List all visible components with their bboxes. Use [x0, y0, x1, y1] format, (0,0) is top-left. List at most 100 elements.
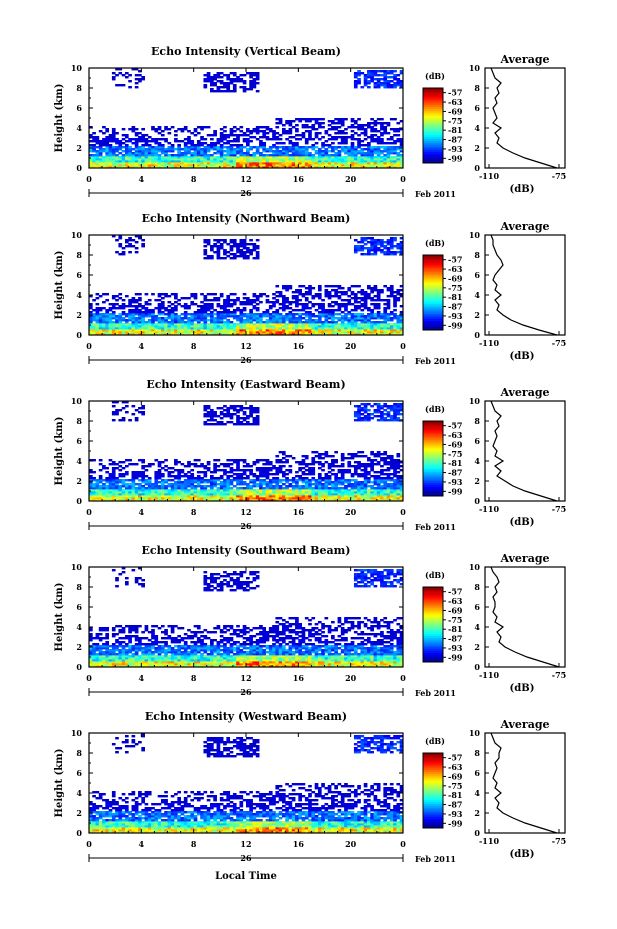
heatmap-cell [288, 166, 293, 169]
heatmap-cell [383, 253, 388, 256]
heatmap-cell [350, 291, 355, 294]
heatmap-cell [376, 239, 381, 242]
heatmap-cell [285, 138, 289, 141]
heatmap-cell [183, 487, 188, 490]
heatmap-cell [278, 485, 283, 488]
heatmap-cell [213, 459, 217, 462]
heatmap-cell [216, 162, 221, 165]
heatmap-cell [288, 479, 293, 482]
heatmap-cell [370, 156, 374, 159]
heatmap-cell [124, 144, 129, 147]
heatmap-cell [236, 255, 240, 258]
heatmap-cell [193, 465, 198, 468]
heatmap-cell [324, 164, 329, 167]
heatmap-cell [268, 467, 273, 470]
heatmap-cell [105, 150, 110, 153]
heatmap-cell [249, 164, 253, 167]
heatmap-cell [285, 477, 289, 480]
heatmap-cell [131, 485, 136, 488]
heatmap-cell [324, 158, 329, 161]
heatmap-cell [115, 166, 119, 169]
colorbar-swatch [423, 133, 443, 136]
heatmap-cell [255, 303, 260, 306]
heatmap-cell [226, 481, 231, 484]
heatmap-cell [121, 156, 126, 159]
heatmap-cell [350, 152, 355, 155]
heatmap-cell [242, 301, 247, 304]
heatmap-cell [236, 469, 240, 472]
heatmap-cell [131, 158, 136, 161]
heatmap-cell [373, 162, 378, 165]
heatmap-cell [232, 239, 237, 242]
heatmap-cell [360, 291, 365, 294]
heatmap-cell [219, 329, 224, 332]
heatmap-cell [311, 463, 316, 466]
heatmap-cell [314, 329, 319, 332]
heatmap-cell [239, 303, 244, 306]
colorbar-tick-label: -81 [448, 292, 462, 302]
heatmap-cell [314, 303, 319, 306]
heatmap-cell [170, 499, 175, 502]
heatmap-cell [259, 295, 263, 298]
heatmap-cell [138, 327, 142, 330]
heatmap-cell [272, 160, 276, 163]
heatmap-cell [373, 84, 378, 87]
heatmap-cell [295, 471, 299, 474]
heatmap-cell [128, 158, 132, 161]
heatmap-cell [268, 325, 273, 328]
heatmap-cell [331, 321, 335, 324]
heatmap-cell [141, 471, 145, 474]
heatmap-cell [177, 303, 181, 306]
heatmap-cell [134, 82, 139, 85]
heatmap-cell [363, 162, 368, 165]
heatmap-cell [278, 465, 283, 468]
heatmap-cell [304, 463, 309, 466]
heatmap-cell [187, 327, 191, 330]
heatmap-cell [373, 74, 378, 77]
heatmap-cell [157, 148, 162, 151]
heatmap-cell [396, 82, 401, 85]
heatmap-cell [210, 245, 214, 248]
heatmap-cell [242, 255, 247, 258]
heatmap-cell [193, 329, 198, 332]
heatmap-cell [200, 323, 204, 326]
heatmap-cell [242, 329, 247, 332]
heatmap-cell [167, 497, 172, 500]
heatmap-cell [102, 331, 106, 334]
heatmap-cell [389, 70, 394, 73]
heatmap-cell [373, 82, 378, 85]
colorbar-swatch [423, 279, 443, 282]
heatmap-cell [138, 138, 142, 141]
heatmap-cell [386, 319, 391, 322]
heatmap-cell [170, 471, 175, 474]
heatmap-cell [275, 315, 280, 318]
heatmap-cell [154, 160, 159, 163]
heatmap-cell [246, 257, 250, 260]
heatmap-cell [389, 158, 394, 161]
heatmap-cell [399, 148, 404, 151]
heatmap-cell [308, 307, 312, 310]
heatmap-cell [200, 463, 204, 466]
heatmap-cell [357, 134, 361, 137]
heatmap-cell [196, 459, 201, 462]
heatmap-cell [308, 289, 312, 292]
heatmap-cell [252, 331, 257, 334]
heatmap-cell [327, 295, 332, 298]
heatmap-cell [324, 285, 329, 288]
heatmap-cell [399, 245, 404, 248]
heatmap-cell [229, 495, 234, 498]
x-tick-label: 8 [191, 341, 197, 351]
heatmap-cell [281, 164, 286, 167]
heatmap-cell [210, 499, 214, 502]
heatmap-cell [92, 327, 96, 330]
heatmap-cell [203, 164, 208, 167]
heatmap-cell [344, 148, 348, 151]
heatmap-cell [183, 323, 188, 326]
heatmap-cell [367, 297, 371, 300]
heatmap-cell [386, 156, 391, 159]
heatmap-cell [363, 323, 368, 326]
heatmap-cell [121, 323, 126, 326]
heatmap-cell [399, 323, 404, 326]
heatmap-cell [144, 331, 149, 334]
heatmap-cell [174, 315, 178, 318]
